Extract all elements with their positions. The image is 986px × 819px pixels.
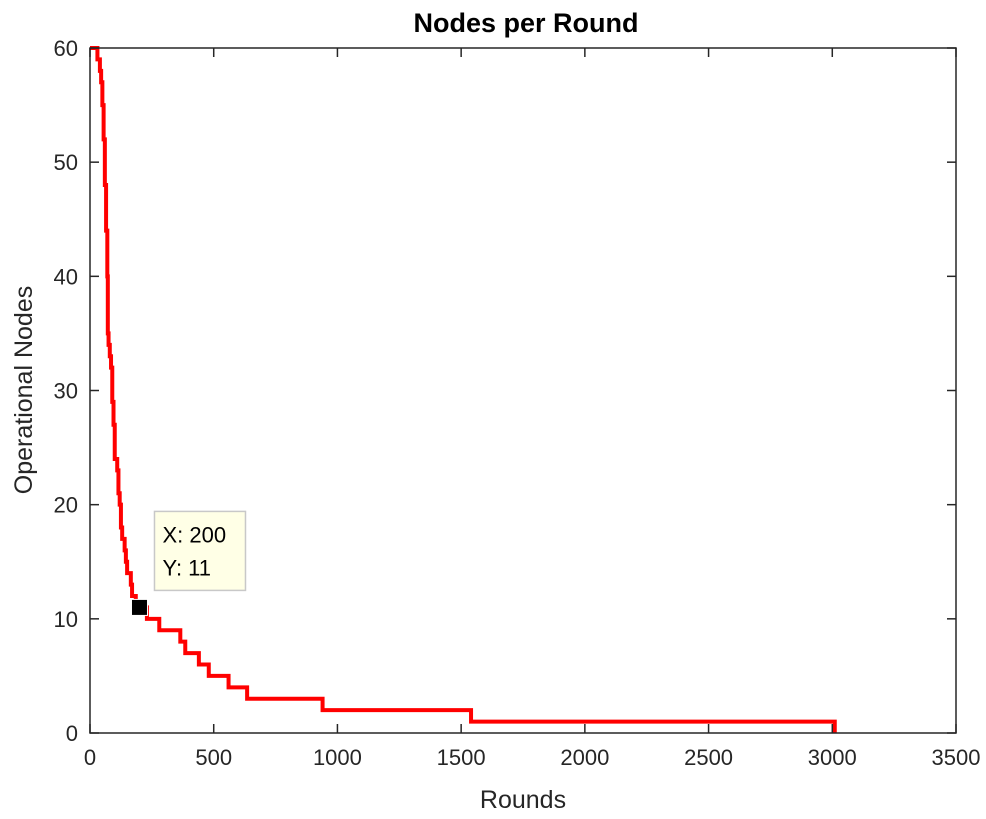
x-tick-label: 3500	[932, 745, 981, 770]
chart-title: Nodes per Round	[413, 8, 638, 38]
datatip-marker[interactable]	[130, 598, 148, 616]
series-layer	[90, 46, 837, 733]
series-line-1	[90, 46, 837, 733]
plot-area	[90, 48, 956, 733]
y-tick-label: 50	[54, 150, 78, 175]
datatip-box	[153, 510, 247, 592]
x-tick-label: 500	[195, 745, 232, 770]
x-tick-label: 2000	[560, 745, 609, 770]
y-axis-label: Operational Nodes	[10, 286, 38, 494]
datatip-y-label: Y: 11	[162, 555, 211, 580]
annotation-layer: X: 200 Y: 11	[130, 510, 247, 616]
x-tick-label: 3000	[808, 745, 857, 770]
x-tick-label: 1000	[313, 745, 362, 770]
x-tick-label: 2500	[684, 745, 733, 770]
y-tick-label: 30	[54, 379, 78, 404]
y-tick-label: 40	[54, 264, 78, 289]
y-tick-label: 0	[66, 721, 78, 746]
y-tick-label: 10	[54, 607, 78, 632]
x-tick-label: 1500	[437, 745, 486, 770]
tick-layer: 0 500 1000 1500 2000 2500 3000 3500 0 10 20 30 40 50 6…	[54, 36, 981, 770]
datatip-x-label: X: 200	[162, 522, 226, 547]
x-tick-label: 0	[84, 745, 96, 770]
y-tick-label: 60	[54, 36, 78, 61]
y-tick-label: 20	[54, 493, 78, 518]
x-axis-label: Rounds	[480, 786, 566, 814]
